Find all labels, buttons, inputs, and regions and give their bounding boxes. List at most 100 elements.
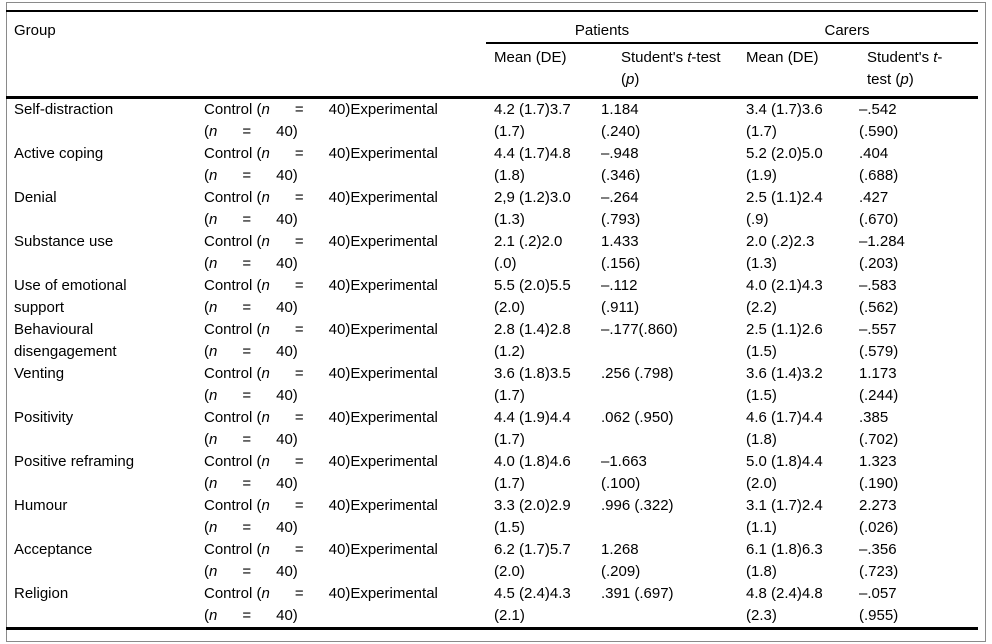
cohort-cell: Control (n = 40)Experimental (n = 40)	[204, 321, 438, 360]
patients-ttest-cell: .062 (.950)	[601, 409, 674, 426]
patients-ttest-cell: .996 (.322)	[601, 497, 674, 514]
carers-ttest-cell: –.057 (.955)	[859, 585, 899, 624]
cohort-cell: Control (n = 40)Experimental (n = 40)	[204, 145, 438, 184]
column-header-carers-mean: Mean (DE)	[746, 49, 819, 66]
statistics-table: Group Patients Carers Mean (DE) Student'…	[6, 10, 978, 630]
carers-ttest-cell: –.356 (.723)	[859, 541, 899, 580]
cohort-cell: Control (n = 40)Experimental (n = 40)	[204, 277, 438, 316]
carers-ttest-cell: –.557 (.579)	[859, 321, 899, 360]
carers-mean-cell: 4.0 (2.1)4.3 (2.2)	[746, 277, 823, 316]
column-header-patients-mean: Mean (DE)	[494, 49, 567, 66]
table-row: Self-distraction Control (n = 40)Experim…	[6, 99, 978, 143]
carers-ttest-cell: –1.284 (.203)	[859, 233, 905, 272]
carers-ttest-cell: 1.173 (.244)	[859, 365, 899, 404]
page-frame	[6, 2, 986, 642]
table-row: Denial Control (n = 40)Experimental (n =…	[6, 187, 978, 231]
table-top-rule	[6, 10, 978, 12]
patients-ttest-cell: 1.433 (.156)	[601, 233, 641, 272]
cohort-cell: Control (n = 40)Experimental (n = 40)	[204, 409, 438, 448]
carers-mean-cell: 2.0 (.2)2.3 (1.3)	[746, 233, 815, 272]
patients-carers-underline	[486, 42, 978, 44]
carers-ttest-cell: .427 (.670)	[859, 189, 899, 228]
header-spacer	[196, 44, 486, 96]
column-header-group: Group	[14, 22, 56, 39]
group-name-cell: Religion	[14, 585, 69, 602]
column-header-carers: Carers	[824, 22, 870, 39]
table-row: Active coping Control (n = 40)Experiment…	[6, 143, 978, 187]
patients-ttest-cell: 1.268 (.209)	[601, 541, 641, 580]
patients-mean-cell: 6.2 (1.7)5.7 (2.0)	[494, 541, 571, 580]
carers-mean-cell: 4.8 (2.4)4.8 (2.3)	[746, 585, 823, 624]
group-name-cell: Behavioural disengagement	[14, 321, 117, 360]
patients-ttest-cell: –.264 (.793)	[601, 189, 641, 228]
cohort-cell: Control (n = 40)Experimental (n = 40)	[204, 453, 438, 492]
group-name-cell: Self-distraction	[14, 101, 114, 118]
group-name-cell: Substance use	[14, 233, 114, 250]
patients-ttest-cell: .391 (.697)	[601, 585, 674, 602]
column-header-carers-ttest: Student's t- test (p)	[867, 49, 943, 88]
patients-ttest-cell: .256 (.798)	[601, 365, 674, 382]
carers-mean-cell: 4.6 (1.7)4.4 (1.8)	[746, 409, 823, 448]
patients-mean-cell: 4.4 (1.7)4.8 (1.8)	[494, 145, 571, 184]
header-spacer	[6, 44, 196, 96]
patients-mean-cell: 4.5 (2.4)4.3 (2.1)	[494, 585, 571, 624]
table-row: Positive reframing Control (n = 40)Exper…	[6, 451, 978, 495]
patients-mean-cell: 3.6 (1.8)3.5 (1.7)	[494, 365, 571, 404]
table-row: Positivity Control (n = 40)Experimental …	[6, 407, 978, 451]
column-header-patients-ttest: Student's t-test (p)	[621, 49, 721, 88]
carers-mean-cell: 6.1 (1.8)6.3 (1.8)	[746, 541, 823, 580]
carers-mean-cell: 5.2 (2.0)5.0 (1.9)	[746, 145, 823, 184]
carers-ttest-cell: .385 (.702)	[859, 409, 899, 448]
cohort-cell: Control (n = 40)Experimental (n = 40)	[204, 585, 438, 624]
cohort-cell: Control (n = 40)Experimental (n = 40)	[204, 101, 438, 140]
carers-mean-cell: 3.6 (1.4)3.2 (1.5)	[746, 365, 823, 404]
carers-ttest-cell: .404 (.688)	[859, 145, 899, 184]
cohort-cell: Control (n = 40)Experimental (n = 40)	[204, 365, 438, 404]
carers-mean-cell: 5.0 (1.8)4.4 (2.0)	[746, 453, 823, 492]
patients-mean-cell: 2.8 (1.4)2.8 (1.2)	[494, 321, 571, 360]
patients-mean-cell: 4.0 (1.8)4.6 (1.7)	[494, 453, 571, 492]
patients-mean-cell: 2.1 (.2)2.0 (.0)	[494, 233, 563, 272]
group-name-cell: Positive reframing	[14, 453, 135, 470]
group-name-cell: Use of emotional support	[14, 277, 127, 316]
patients-ttest-cell: 1.184 (.240)	[601, 101, 641, 140]
group-name-cell: Denial	[14, 189, 57, 206]
patients-mean-cell: 2,9 (1.2)3.0 (1.3)	[494, 189, 571, 228]
patients-ttest-cell: –.112 (.911)	[601, 277, 640, 316]
patients-mean-cell: 5.5 (2.0)5.5 (2.0)	[494, 277, 571, 316]
header-bottom-rule	[6, 96, 978, 99]
carers-mean-cell: 3.1 (1.7)2.4 (1.1)	[746, 497, 823, 536]
group-name-cell: Positivity	[14, 409, 74, 426]
patients-ttest-cell: –1.663 (.100)	[601, 453, 647, 492]
patients-mean-cell: 4.2 (1.7)3.7 (1.7)	[494, 101, 571, 140]
table-row: Use of emotional support Control (n = 40…	[6, 275, 978, 319]
table-row: Behavioural disengagement Control (n = 4…	[6, 319, 978, 363]
carers-ttest-cell: –.583 (.562)	[859, 277, 899, 316]
table-row: Venting Control (n = 40)Experimental (n …	[6, 363, 978, 407]
table-bottom-rule	[6, 627, 978, 630]
patients-ttest-cell: –.177(.860)	[601, 321, 678, 338]
carers-mean-cell: 2.5 (1.1)2.6 (1.5)	[746, 321, 823, 360]
table-row: Acceptance Control (n = 40)Experimental …	[6, 539, 978, 583]
cohort-cell: Control (n = 40)Experimental (n = 40)	[204, 541, 438, 580]
group-name-cell: Humour	[14, 497, 68, 514]
patients-ttest-cell: –.948 (.346)	[601, 145, 641, 184]
table-header-measures: Mean (DE) Student's t-test (p) Mean (DE)…	[6, 44, 978, 96]
cohort-cell: Control (n = 40)Experimental (n = 40)	[204, 233, 438, 272]
patients-mean-cell: 3.3 (2.0)2.9 (1.5)	[494, 497, 571, 536]
table-row: Religion Control (n = 40)Experimental (n…	[6, 583, 978, 627]
cohort-cell: Control (n = 40)Experimental (n = 40)	[204, 189, 438, 228]
column-header-patients: Patients	[574, 22, 630, 39]
carers-mean-cell: 3.4 (1.7)3.6 (1.7)	[746, 101, 823, 140]
table-row: Humour Control (n = 40)Experimental (n =…	[6, 495, 978, 539]
cohort-cell: Control (n = 40)Experimental (n = 40)	[204, 497, 438, 536]
carers-ttest-cell: 2.273 (.026)	[859, 497, 899, 536]
carers-mean-cell: 2.5 (1.1)2.4 (.9)	[746, 189, 823, 228]
carers-ttest-cell: –.542 (.590)	[859, 101, 899, 140]
group-name-cell: Acceptance	[14, 541, 93, 558]
table-row: Substance use Control (n = 40)Experiment…	[6, 231, 978, 275]
table-header-groups: Group Patients Carers	[6, 12, 978, 42]
carers-ttest-cell: 1.323 (.190)	[859, 453, 899, 492]
patients-mean-cell: 4.4 (1.9)4.4 (1.7)	[494, 409, 571, 448]
group-name-cell: Venting	[14, 365, 65, 382]
